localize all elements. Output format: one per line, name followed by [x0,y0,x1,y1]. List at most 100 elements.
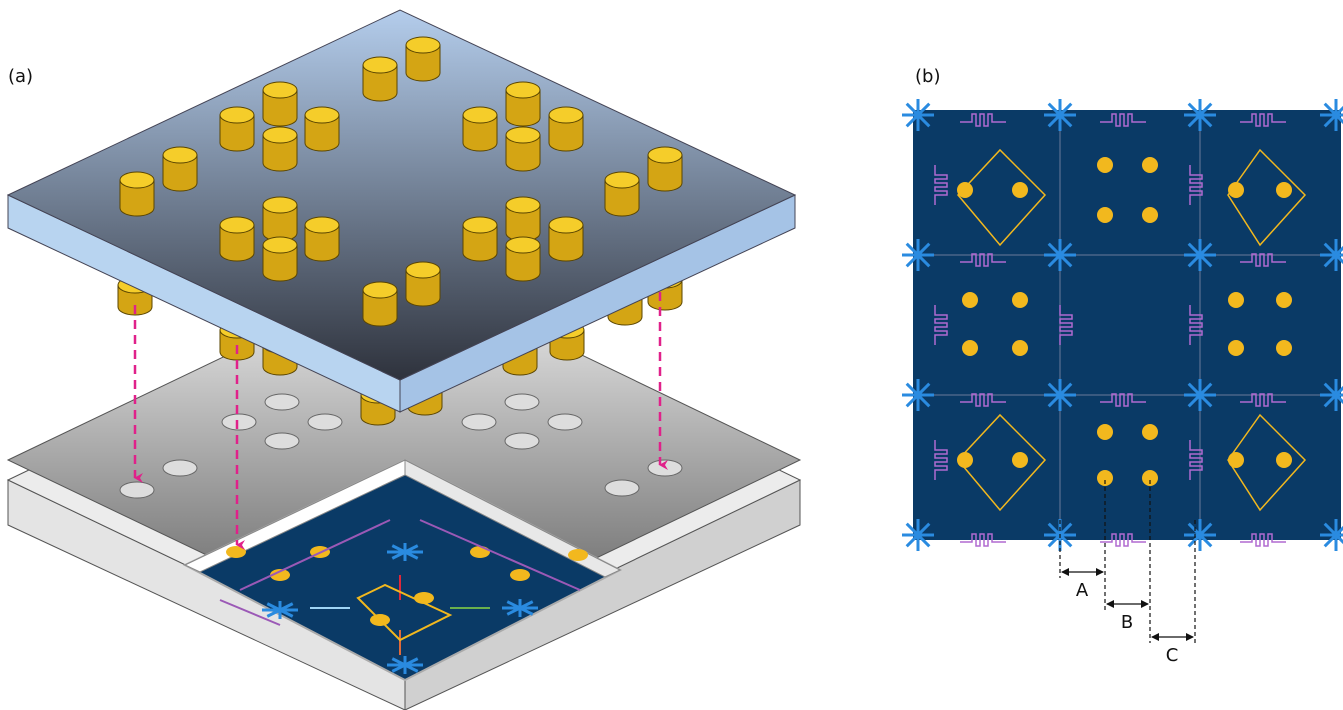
star [391,544,419,560]
qubit [1097,424,1113,440]
cylinder-top [604,171,640,189]
resonator [960,113,1006,127]
cylinder-top [548,106,584,124]
bottom-plate [6,269,802,710]
qubit [1142,157,1158,173]
cylinder [548,114,584,152]
resonator [934,440,948,480]
qubit [568,549,588,561]
coupler [956,413,1047,512]
qubit [1012,340,1028,356]
coupler [1227,148,1307,247]
qubit [1012,182,1028,198]
qubit [1228,452,1244,468]
dimension-label: A [1076,580,1089,601]
qubit [957,452,973,468]
cylinder-top [162,146,198,164]
star [1323,105,1343,128]
resonator [960,533,1006,547]
qubit [1097,470,1113,486]
qubit [226,546,246,558]
hole [162,459,198,477]
star [1047,242,1073,268]
coupler [1227,413,1307,512]
star [506,600,534,616]
star [1187,102,1213,128]
cylinder-top [405,261,441,279]
cylinder [462,224,498,262]
resonator [1059,305,1073,345]
cylinder-top [262,236,298,254]
qubit [1142,424,1158,440]
qubit [1276,452,1292,468]
resonator [1240,253,1286,267]
star [1047,102,1073,128]
alignment-arrows [133,292,668,550]
qubit [1228,182,1244,198]
qubit [1228,292,1244,308]
qubit [1097,207,1113,223]
star [905,102,931,128]
resonator [1189,305,1203,345]
qubit [1276,182,1292,198]
resonator [1100,113,1146,127]
qubit [470,546,490,558]
resonator [1240,533,1286,547]
cylinder [405,269,441,307]
star [905,522,931,548]
wire [356,583,453,642]
cylinder-top [262,81,298,99]
star [905,382,931,408]
star [1323,245,1343,268]
qubit [1228,340,1244,356]
qubit [1012,292,1028,308]
chip-layout [913,110,1341,540]
resonator [960,253,1006,267]
hole [604,479,640,497]
cylinder [219,224,255,262]
cylinder [304,224,340,262]
qubit [957,182,973,198]
cylinder-top [647,146,683,164]
hole [504,432,540,450]
qubit [1276,292,1292,308]
hole [264,432,300,450]
resonator [1240,113,1286,127]
star [1323,385,1343,408]
cylinder [405,44,441,82]
cylinder [119,179,155,217]
cylinder [219,114,255,152]
cylinder [505,134,541,172]
hole [119,481,155,499]
cylinder [162,154,198,192]
qubit [1097,157,1113,173]
cylinder [548,224,584,262]
star [1187,242,1213,268]
star [391,657,419,673]
cylinder [362,289,398,327]
cylinder-top [304,216,340,234]
cylinder [304,114,340,152]
resonator [960,393,1006,407]
hole [647,459,683,477]
cylinder-top [548,216,584,234]
cylinder-top [505,81,541,99]
qubit [510,569,530,581]
cylinder-top [119,171,155,189]
cylinder-top [362,281,398,299]
cylinder-top [362,56,398,74]
cylinder-top [462,106,498,124]
resonator [1189,165,1203,205]
hole [461,413,497,431]
cylinder [262,244,298,282]
star [1323,525,1343,548]
panel-label: (b) [915,66,940,87]
coupler [956,148,1047,247]
cylinder-top [462,216,498,234]
cylinder-top [304,106,340,124]
qubit [1142,470,1158,486]
cylinder [505,244,541,282]
cylinder [647,154,683,192]
wire [419,519,581,591]
resonator [1100,533,1146,547]
